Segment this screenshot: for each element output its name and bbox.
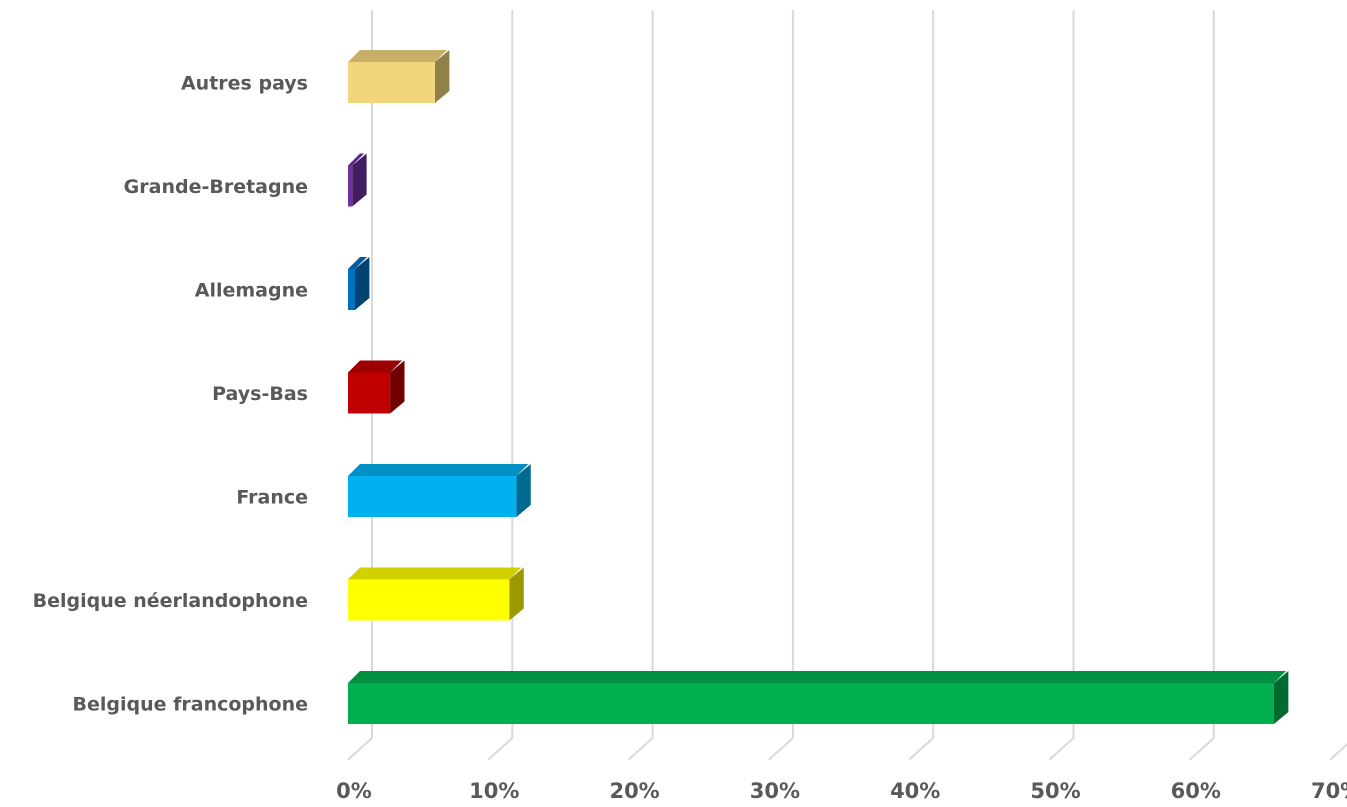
bar-side-face <box>355 257 370 310</box>
bar-top-face <box>348 153 365 166</box>
x-tick-label: 30% <box>750 779 800 803</box>
x-tick-label: 0% <box>336 779 372 803</box>
bar-side-face <box>390 360 405 414</box>
bar-front-face <box>348 269 356 310</box>
bar <box>348 50 450 103</box>
bar-front-face <box>348 476 517 517</box>
bar <box>348 360 405 414</box>
category-label: Allemagne <box>195 280 308 302</box>
category-label: Pays-Bas <box>212 383 308 405</box>
bar-front-face <box>348 372 391 414</box>
bar <box>348 671 1289 724</box>
floor-gridline <box>1048 737 1075 761</box>
category-label: France <box>236 487 308 509</box>
x-tick-label: 10% <box>469 779 519 803</box>
floor-gridline <box>908 737 934 761</box>
bar <box>348 257 370 310</box>
floor-gridline <box>487 737 513 761</box>
bar-front-face <box>348 62 435 103</box>
bar-top-face <box>348 50 447 62</box>
x-tick-label: 50% <box>1030 779 1080 803</box>
bar <box>348 464 531 517</box>
category-label: Belgique francophone <box>72 694 308 716</box>
bar-side-face <box>516 464 531 517</box>
bar-side-face <box>509 567 524 621</box>
bar-top-face <box>348 360 403 373</box>
bar-side-face <box>434 50 450 103</box>
category-label: Autres pays <box>181 73 308 95</box>
bar-front-face <box>348 683 1274 724</box>
floor-gridline <box>1189 737 1215 761</box>
bar-top-face <box>348 464 529 476</box>
x-tick-label: 40% <box>890 779 940 803</box>
bar <box>348 153 367 207</box>
x-tick-label: 60% <box>1171 779 1221 803</box>
bar-front-face <box>348 165 353 207</box>
bar-top-face <box>348 257 368 269</box>
floor-gridline <box>627 737 654 761</box>
bar <box>348 567 524 621</box>
bars <box>348 50 1289 724</box>
x-tick-label: 70% <box>1311 779 1347 803</box>
x-tick-labels: 0% 10% 20% 30% 40% 50% 60% 70% <box>336 779 1347 803</box>
floor-gridline <box>768 737 794 761</box>
gridlines <box>347 10 1347 761</box>
category-label: Belgique néerlandophone <box>33 590 308 612</box>
bar-side-face <box>352 153 367 207</box>
floor-gridline <box>347 737 373 761</box>
bar-front-face <box>348 579 510 621</box>
bar-top-face <box>348 671 1286 683</box>
bar-side-face <box>1273 671 1289 724</box>
category-label: Grande-Bretagne <box>124 176 308 198</box>
floor-gridline <box>1329 743 1347 761</box>
category-labels: Belgique francophone Belgique néerlandoph… <box>33 73 308 716</box>
bar-top-face <box>348 567 522 580</box>
x-tick-label: 20% <box>609 779 659 803</box>
